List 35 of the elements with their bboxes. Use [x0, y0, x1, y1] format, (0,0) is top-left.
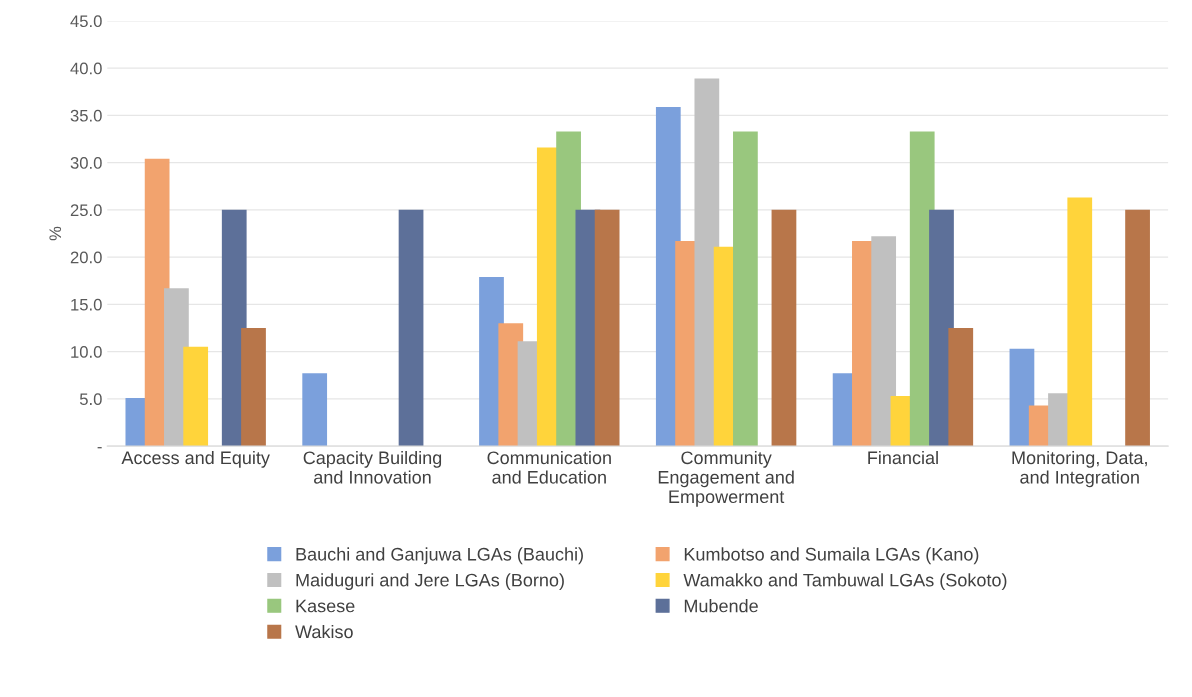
bar — [594, 209, 620, 447]
legend-label: Kasese — [296, 599, 355, 613]
y-tick-label: 20.0 — [70, 251, 102, 264]
x-tick-label: Community Engagement and Empowerment — [658, 450, 794, 507]
legend-label: Bauchi and Ganjuwa LGAs (Bauchi) — [296, 547, 583, 565]
bar — [871, 236, 897, 447]
x-tick-label: Communication and Education — [487, 450, 611, 484]
y-axis-title: % — [49, 226, 62, 241]
legend-label: Mubende — [684, 599, 758, 613]
legend-label: Wakiso — [295, 624, 353, 639]
legend-label: Wamakko and Tambuwal LGAs (Sokoto) — [683, 573, 1007, 591]
x-tick-label: Monitoring, Data, and Integration — [1012, 450, 1147, 488]
y-tick-label: 5.0 — [79, 393, 102, 406]
y-tick-label: 10.0 — [71, 346, 102, 358]
y-tick-label: 25.0 — [70, 204, 102, 217]
y-tick-label: 45.0 — [70, 15, 102, 28]
y-tick-label: 35.0 — [70, 109, 102, 122]
y-tick-label: - — [97, 447, 102, 449]
legend-label: Maiduguri and Jere LGAs (Borno) — [296, 573, 564, 591]
y-tick-label: 40.0 — [70, 62, 102, 75]
bar — [1067, 197, 1093, 447]
bar — [398, 209, 424, 447]
x-tick-label: Access and Equity — [121, 450, 270, 468]
bar — [241, 327, 266, 447]
bar — [302, 373, 328, 447]
x-tick-label: Financial — [868, 450, 938, 465]
y-tick-label: 15.0 — [71, 298, 102, 311]
bar — [1125, 209, 1150, 447]
bar — [733, 131, 758, 447]
y-tick-label: 30.0 — [70, 157, 102, 169]
x-tick-label: Capacity Building and Innovation — [303, 450, 442, 484]
bar — [948, 327, 974, 447]
bar — [183, 346, 209, 447]
legend-label: Kumbotso and Sumaila LGAs (Kano) — [684, 547, 979, 565]
bar — [771, 209, 797, 447]
